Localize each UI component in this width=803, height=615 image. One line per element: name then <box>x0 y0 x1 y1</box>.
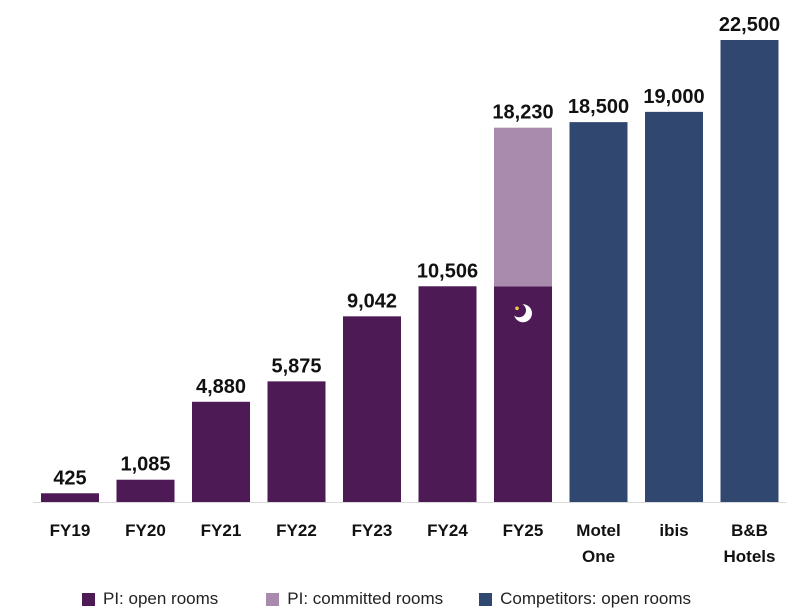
category-label-bandb-hotels-line-1: B&B <box>731 521 768 540</box>
data-label-bandb-hotels: 22,500 <box>719 14 780 36</box>
bar-fy23-pi-open-rooms <box>343 316 401 502</box>
legend-label-competitor-rooms: Competitors: open rooms <box>500 589 692 608</box>
data-label-motel-one: 18,500 <box>568 96 629 118</box>
data-label-fy23: 9,042 <box>347 290 397 312</box>
data-label-fy20: 1,085 <box>120 454 170 476</box>
category-label-fy24: FY24 <box>427 521 468 540</box>
data-label-fy19: 425 <box>53 467 86 489</box>
legend-swatch-open-rooms <box>82 592 95 606</box>
bar-chart: 425 FY19 1,085 FY20 4,880 FY21 5,875 FY22 9,042 F… <box>33 14 787 566</box>
category-label-ibis: ibis <box>659 521 688 540</box>
category-label-fy21: FY21 <box>201 521 242 540</box>
bar-fy22-pi-open-rooms <box>267 381 326 502</box>
category-label-fy20: FY20 <box>125 521 166 540</box>
category-label-motel-one-line-1: Motel <box>576 521 620 540</box>
bar-fy25-pi-committed-rooms <box>494 127 552 287</box>
legend-label-open-rooms: PI: open rooms <box>103 589 219 608</box>
legend-swatch-committed-rooms <box>266 592 280 606</box>
bar-fy21-pi-open-rooms <box>192 401 250 502</box>
legend-item-competitor-rooms: Competitors: open rooms <box>479 589 691 609</box>
data-label-fy24: 10,506 <box>417 260 478 282</box>
legend-item-committed-rooms: PI: committed rooms <box>266 589 443 609</box>
bar-bandb-hotels-competitors-open-rooms <box>720 40 779 502</box>
category-label-bandb-hotels-line-2: Hotels <box>724 547 776 566</box>
bar-fy20-pi-open-rooms <box>116 479 175 502</box>
category-label-fy22: FY22 <box>276 521 317 540</box>
bar-motel-one-competitors-open-rooms <box>569 122 628 502</box>
data-label-fy22: 5,875 <box>271 355 321 377</box>
moon-icon <box>512 303 532 323</box>
category-label-fy19: FY19 <box>50 521 91 540</box>
category-label-motel-one-line-2: One <box>582 547 615 566</box>
data-label-ibis: 19,000 <box>643 86 704 108</box>
bar-fy24-pi-open-rooms <box>418 286 477 502</box>
bar-fy19-pi-open-rooms <box>41 493 99 502</box>
legend: PI: open rooms PI: committed rooms Compe… <box>0 585 803 613</box>
legend-label-committed-rooms: PI: committed rooms <box>287 589 444 608</box>
data-label-fy25: 18,230 <box>492 102 553 124</box>
data-label-fy21: 4,880 <box>196 376 246 398</box>
category-label-fy23: FY23 <box>352 521 393 540</box>
bar-ibis-competitors-open-rooms <box>645 111 703 502</box>
legend-item-open-rooms: PI: open rooms <box>82 589 218 609</box>
legend-swatch-competitor-rooms <box>479 592 493 606</box>
category-label-fy25: FY25 <box>503 521 544 540</box>
